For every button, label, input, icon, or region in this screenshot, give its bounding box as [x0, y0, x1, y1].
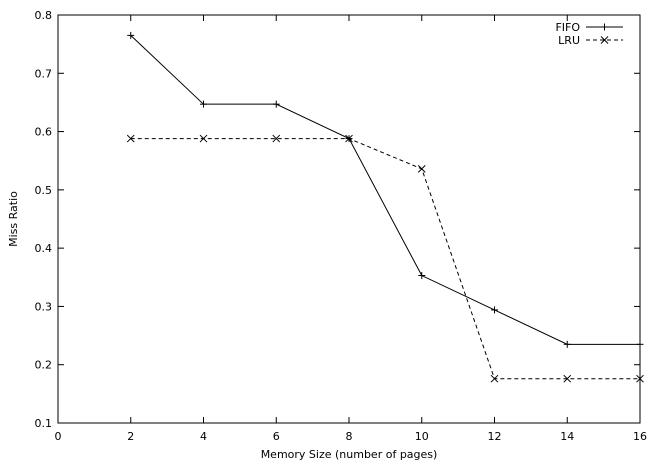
cross-marker-b [600, 36, 609, 44]
cross-marker-b [126, 134, 135, 143]
y-tick-label: 0.6 [35, 126, 53, 139]
y-tick-label: 0.8 [35, 9, 53, 22]
data-point-lru [199, 134, 208, 143]
legend-item-fifo: FIFO [555, 21, 623, 34]
data-point-lru [636, 374, 644, 383]
data-point-fifo [127, 31, 135, 39]
data-point-lru [490, 374, 499, 383]
legend-label-lru: LRU [558, 34, 580, 47]
x-tick-label: 14 [560, 430, 574, 443]
legend-label-fifo: FIFO [555, 21, 580, 34]
legend-marker-lru [600, 36, 609, 44]
x-tick-label: 12 [488, 430, 502, 443]
data-point-lru [345, 134, 353, 143]
series-group [126, 31, 644, 383]
x-tick-label: 6 [273, 430, 280, 443]
cross-marker-b [636, 374, 644, 383]
data-point-fifo [200, 100, 207, 108]
series-line-lru [130, 138, 640, 380]
legend-marker-fifo [601, 23, 608, 31]
x-tick-label: 2 [127, 430, 134, 443]
data-point-fifo [272, 100, 280, 108]
series-line-fifo [130, 35, 640, 345]
y-tick-label: 0.4 [35, 242, 53, 255]
cross-marker-b [345, 134, 353, 143]
data-point-fifo [636, 340, 644, 348]
data-point-lru [563, 374, 572, 383]
x-tick-label: 10 [415, 430, 429, 443]
y-tick-label: 0.2 [35, 359, 53, 372]
cross-marker-b [490, 374, 499, 383]
y-tick-label: 0.7 [35, 67, 53, 80]
x-tick-label: 0 [55, 430, 62, 443]
series-fifo [127, 31, 644, 348]
y-tick-label: 0.5 [35, 184, 53, 197]
data-point-lru [272, 134, 281, 143]
x-tick-label: 4 [200, 430, 207, 443]
data-point-lru [417, 165, 426, 173]
y-tick-label: 0.3 [35, 300, 53, 313]
axis-ticks: 0 2 4 6 8 10 12 14 16 0.1 0.2 0.3 0.4 0.5 0.6 0.7 0.8 [35, 9, 648, 443]
legend-item-lru: LRU [558, 34, 623, 47]
y-tick-label: 0.1 [35, 417, 53, 430]
y-axis-title: Miss Ratio [7, 191, 20, 247]
plot-frame [57, 14, 641, 424]
cross-marker-b [417, 165, 426, 173]
x-tick-label: 16 [633, 430, 647, 443]
data-point-fifo [418, 272, 426, 280]
series-lru [126, 134, 644, 383]
data-point-fifo [563, 340, 571, 348]
data-point-fifo [491, 306, 498, 314]
x-axis-title: Memory Size (number of pages) [261, 448, 438, 461]
x-tick-label: 8 [346, 430, 353, 443]
data-point-lru [126, 134, 135, 143]
cross-marker-b [199, 134, 208, 143]
cross-marker-b [272, 134, 281, 143]
cross-marker-b [563, 374, 572, 383]
